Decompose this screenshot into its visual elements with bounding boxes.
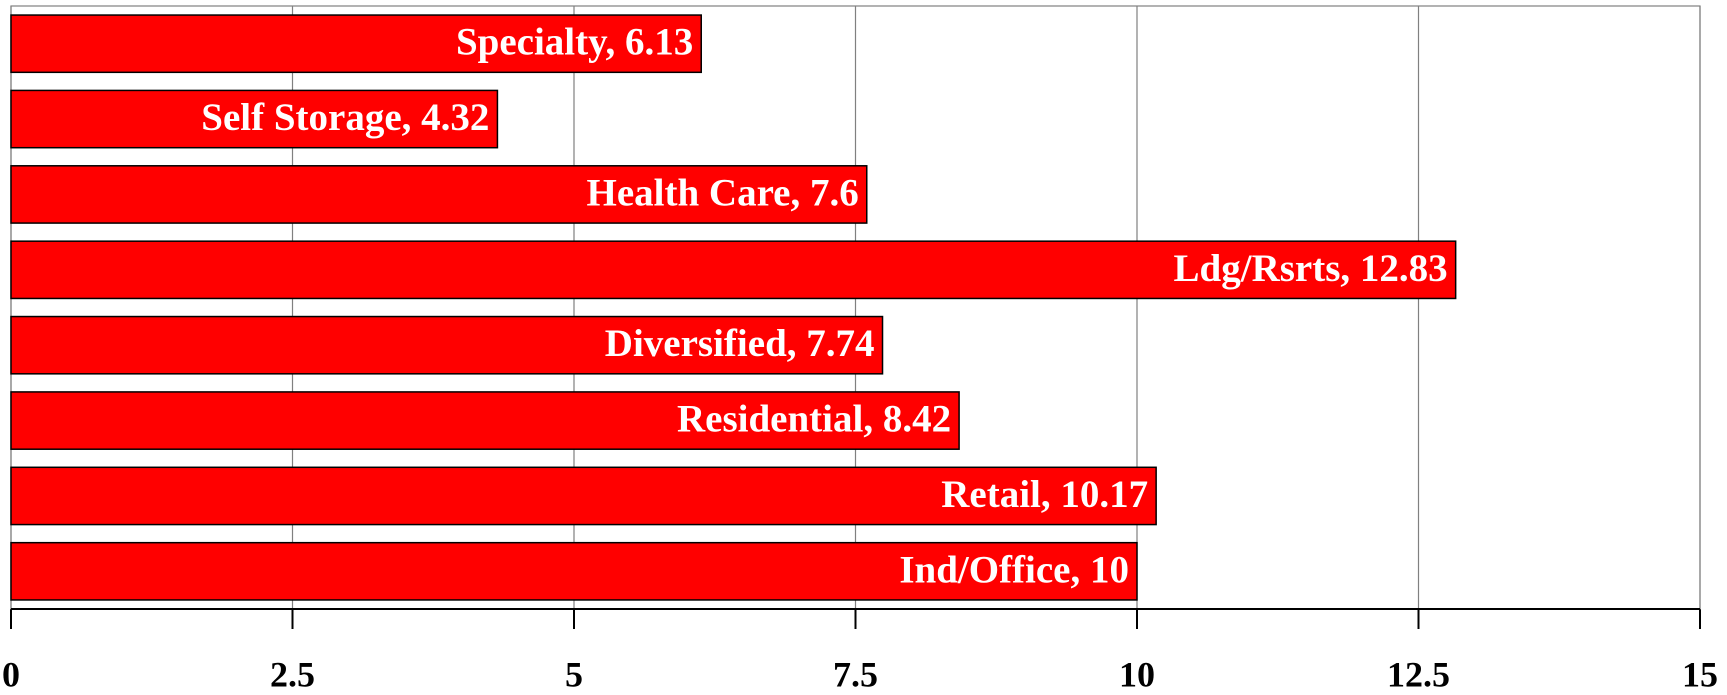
data-label: Ldg/Rsrts, 12.83	[1174, 247, 1448, 290]
data-label: Health Care, 7.6	[587, 171, 859, 214]
bar	[10, 466, 1157, 526]
bar	[10, 165, 868, 224]
bar	[10, 240, 1457, 300]
bar	[10, 541, 1138, 601]
data-label: Diversified, 7.74	[605, 322, 875, 365]
x-tick-label: 2.5	[270, 654, 315, 694]
data-label: Ind/Office, 10	[899, 548, 1129, 591]
data-label: Residential, 8.42	[677, 398, 951, 441]
data-label: Specialty, 6.13	[456, 21, 693, 64]
bar	[10, 14, 702, 74]
x-tick-label: 15	[1682, 654, 1718, 694]
bar	[10, 315, 884, 375]
data-label: Retail, 10.17	[941, 473, 1148, 516]
bar	[10, 391, 960, 450]
x-tick-label: 10	[1119, 654, 1155, 694]
bar	[10, 89, 499, 149]
x-tick-label: 7.5	[833, 654, 878, 694]
data-label: Self Storage, 4.32	[201, 96, 489, 139]
x-tick-label: 12.5	[1387, 654, 1450, 694]
x-tick-label: 5	[565, 654, 583, 694]
x-tick-label: 0	[2, 654, 20, 694]
